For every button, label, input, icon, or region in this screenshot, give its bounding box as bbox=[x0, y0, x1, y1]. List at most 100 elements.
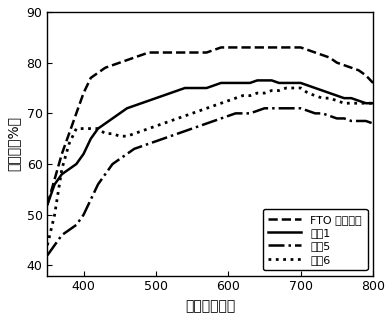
FTO 导电玻璃 bbox=[219, 45, 223, 49]
FTO 导电玻璃 bbox=[60, 152, 64, 156]
实例5 bbox=[277, 106, 281, 110]
FTO 导电玻璃 bbox=[146, 51, 151, 54]
FTO 导电玻璃 bbox=[132, 56, 136, 60]
实例6 bbox=[117, 134, 122, 138]
实例5 bbox=[52, 243, 57, 247]
FTO 导电玻璃 bbox=[371, 81, 376, 85]
实例5 bbox=[298, 106, 303, 110]
实例1 bbox=[284, 81, 289, 85]
实例6 bbox=[327, 96, 332, 100]
实例6 bbox=[67, 142, 71, 146]
FTO 导电玻璃 bbox=[298, 45, 303, 49]
实例6 bbox=[74, 127, 79, 131]
Line: 实例1: 实例1 bbox=[47, 80, 373, 205]
实例6 bbox=[183, 114, 187, 118]
实例5 bbox=[226, 114, 230, 118]
实例1 bbox=[74, 162, 79, 166]
实例5 bbox=[248, 111, 252, 115]
FTO 导电玻璃 bbox=[139, 53, 144, 57]
实例5 bbox=[334, 116, 339, 120]
实例6 bbox=[371, 101, 376, 105]
实例1 bbox=[313, 86, 318, 90]
FTO 导电玻璃 bbox=[45, 203, 50, 207]
FTO 导电玻璃 bbox=[356, 68, 361, 72]
实例5 bbox=[327, 114, 332, 118]
实例1 bbox=[262, 78, 267, 82]
实例5 bbox=[211, 119, 216, 123]
实例1 bbox=[327, 91, 332, 95]
实例5 bbox=[175, 132, 180, 136]
实例5 bbox=[356, 119, 361, 123]
FTO 导电玻璃 bbox=[306, 48, 310, 52]
实例6 bbox=[342, 101, 347, 105]
FTO 导电玻璃 bbox=[190, 51, 194, 54]
Y-axis label: 透射比（%）: 透射比（%） bbox=[7, 116, 21, 171]
实例6 bbox=[161, 122, 165, 125]
实例6 bbox=[248, 94, 252, 98]
实例6 bbox=[219, 101, 223, 105]
实例5 bbox=[168, 134, 173, 138]
实例1 bbox=[103, 122, 108, 125]
实例1 bbox=[60, 172, 64, 176]
实例1 bbox=[291, 81, 296, 85]
FTO 导电玻璃 bbox=[262, 45, 267, 49]
FTO 导电玻璃 bbox=[363, 73, 368, 77]
实例1 bbox=[298, 81, 303, 85]
实例5 bbox=[197, 124, 202, 128]
实例1 bbox=[52, 182, 57, 186]
Line: FTO 导电玻璃: FTO 导电玻璃 bbox=[47, 47, 373, 205]
实例5 bbox=[269, 106, 274, 110]
实例6 bbox=[96, 127, 100, 131]
FTO 导电玻璃 bbox=[117, 61, 122, 65]
FTO 导电玻璃 bbox=[349, 66, 354, 70]
实例6 bbox=[284, 86, 289, 90]
实例6 bbox=[277, 89, 281, 92]
实例1 bbox=[363, 101, 368, 105]
实例6 bbox=[103, 132, 108, 136]
FTO 导电玻璃 bbox=[103, 66, 108, 70]
Line: 实例6: 实例6 bbox=[47, 88, 373, 245]
实例5 bbox=[96, 182, 100, 186]
FTO 导电玻璃 bbox=[240, 45, 245, 49]
实例1 bbox=[132, 104, 136, 108]
FTO 导电玻璃 bbox=[67, 132, 71, 136]
FTO 导电玻璃 bbox=[334, 61, 339, 65]
FTO 导电玻璃 bbox=[313, 51, 318, 54]
Legend: FTO 导电玻璃, 实例1, 实例5, 实例6: FTO 导电玻璃, 实例1, 实例5, 实例6 bbox=[263, 209, 368, 270]
实例1 bbox=[211, 84, 216, 87]
FTO 导电玻璃 bbox=[197, 51, 202, 54]
实例1 bbox=[320, 89, 325, 92]
实例5 bbox=[139, 144, 144, 148]
实例1 bbox=[168, 91, 173, 95]
实例6 bbox=[190, 111, 194, 115]
实例6 bbox=[45, 243, 50, 247]
实例1 bbox=[306, 84, 310, 87]
实例5 bbox=[67, 228, 71, 232]
实例6 bbox=[363, 101, 368, 105]
FTO 导电玻璃 bbox=[125, 58, 129, 62]
FTO 导电玻璃 bbox=[284, 45, 289, 49]
实例6 bbox=[233, 96, 238, 100]
实例5 bbox=[320, 111, 325, 115]
FTO 导电玻璃 bbox=[320, 53, 325, 57]
实例6 bbox=[334, 99, 339, 103]
X-axis label: 波长（纳米）: 波长（纳米） bbox=[185, 299, 235, 313]
FTO 导电玻璃 bbox=[183, 51, 187, 54]
实例1 bbox=[190, 86, 194, 90]
实例1 bbox=[226, 81, 230, 85]
实例6 bbox=[313, 94, 318, 98]
实例6 bbox=[226, 99, 230, 103]
FTO 导电玻璃 bbox=[327, 56, 332, 60]
实例6 bbox=[60, 167, 64, 171]
实例5 bbox=[219, 116, 223, 120]
实例6 bbox=[139, 129, 144, 133]
实例6 bbox=[154, 124, 158, 128]
实例1 bbox=[356, 99, 361, 103]
实例6 bbox=[81, 127, 86, 131]
实例1 bbox=[117, 111, 122, 115]
实例1 bbox=[248, 81, 252, 85]
实例6 bbox=[197, 109, 202, 113]
实例5 bbox=[60, 233, 64, 237]
实例5 bbox=[291, 106, 296, 110]
实例6 bbox=[262, 91, 267, 95]
